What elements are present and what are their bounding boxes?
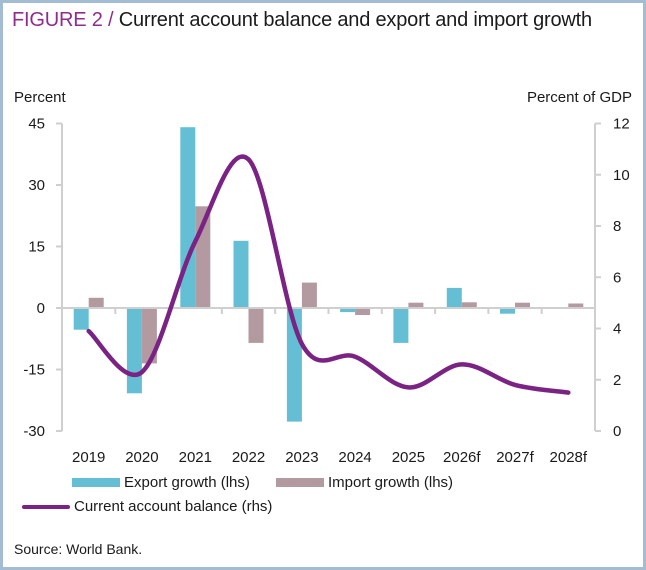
- labels-layer: 45 30 15 0 -15 -30 12 10 8 6 4 2 0 2019 2020 2021 2022 20…: [23, 116, 629, 467]
- line-current-account-balance: [86, 154, 571, 395]
- legend-item-export: Export growth (lhs): [72, 474, 250, 491]
- legend-label-current-account: Current account balance (rhs): [74, 498, 273, 515]
- left-axis-tick-label: 15: [28, 239, 45, 256]
- x-axis-label: 2021: [179, 449, 212, 466]
- legend-swatch-export: [72, 478, 120, 487]
- bar-import-2024: [355, 308, 371, 315]
- line-layer: [86, 154, 571, 395]
- right-axis-tick-label: 0: [613, 423, 621, 440]
- bar-import-2023: [301, 282, 317, 308]
- left-axis-tick-label: -30: [23, 423, 45, 440]
- legend-label-import: Import growth (lhs): [328, 474, 454, 491]
- bar-export-2026f: [446, 287, 462, 308]
- x-axis-label: 2025: [392, 449, 425, 466]
- x-axis-label: 2022: [232, 449, 265, 466]
- legend-label-export: Export growth (lhs): [124, 474, 250, 491]
- bar-import-2028f: [568, 303, 584, 308]
- right-axis-tick-label: 4: [613, 321, 621, 338]
- axes-layer: [56, 122, 601, 432]
- bar-import-2027f: [515, 302, 530, 308]
- right-axis-title: Percent of GDP: [526, 89, 632, 106]
- bar-export-2020: [126, 308, 142, 394]
- legend-item-import: Import growth (lhs): [276, 474, 453, 491]
- right-axis-tick-label: 10: [613, 167, 630, 184]
- bar-export-2019: [73, 308, 89, 330]
- bar-export-2027f: [500, 308, 515, 314]
- bar-import-2026f: [461, 302, 477, 308]
- legend-swatch-import: [276, 478, 324, 487]
- right-axis-tick-label: 2: [613, 372, 621, 389]
- right-axis-tick-label: 12: [613, 116, 630, 133]
- bar-export-2022: [233, 240, 249, 308]
- x-axis-label: 2027f: [496, 449, 534, 466]
- bar-import-2022: [248, 308, 264, 343]
- x-axis-label: 2028f: [550, 449, 588, 466]
- bar-import-2019: [88, 297, 104, 309]
- x-axis-label: 2026f: [443, 449, 481, 466]
- figure-label: FIGURE 2 /: [12, 9, 114, 31]
- left-axis-tick-label: -15: [23, 362, 45, 379]
- left-axis-tick-label: 0: [37, 300, 45, 317]
- legend-swatch-current-account: [22, 504, 70, 509]
- figure-title: FIGURE 2 / Current account balance and e…: [12, 8, 612, 33]
- x-axis-label: 2019: [72, 449, 105, 466]
- bar-export-2021: [180, 127, 196, 308]
- left-axis-tick-label: 30: [28, 177, 45, 194]
- bars-layer: [73, 127, 584, 422]
- right-axis-tick-label: 8: [613, 218, 621, 235]
- x-axis-label: 2023: [285, 449, 318, 466]
- bar-export-2025: [393, 308, 409, 343]
- bar-export-2024: [340, 308, 356, 313]
- figure-title-text: Current account balance and export and i…: [113, 9, 592, 31]
- chart-plot: 45 30 15 0 -15 -30 12 10 8 6 4 2 0 2019 2020 2021 2022 20…: [23, 116, 629, 467]
- left-axis-title: Percent: [14, 89, 66, 106]
- left-axis-tick-label: 45: [28, 116, 45, 133]
- source-note: Source: World Bank.: [14, 541, 143, 557]
- bar-import-2025: [408, 302, 424, 308]
- x-axis-label: 2024: [338, 449, 371, 466]
- right-axis-tick-label: 6: [613, 269, 621, 286]
- x-axis-label: 2020: [125, 449, 158, 466]
- legend-item-current-account: Current account balance (rhs): [22, 498, 272, 515]
